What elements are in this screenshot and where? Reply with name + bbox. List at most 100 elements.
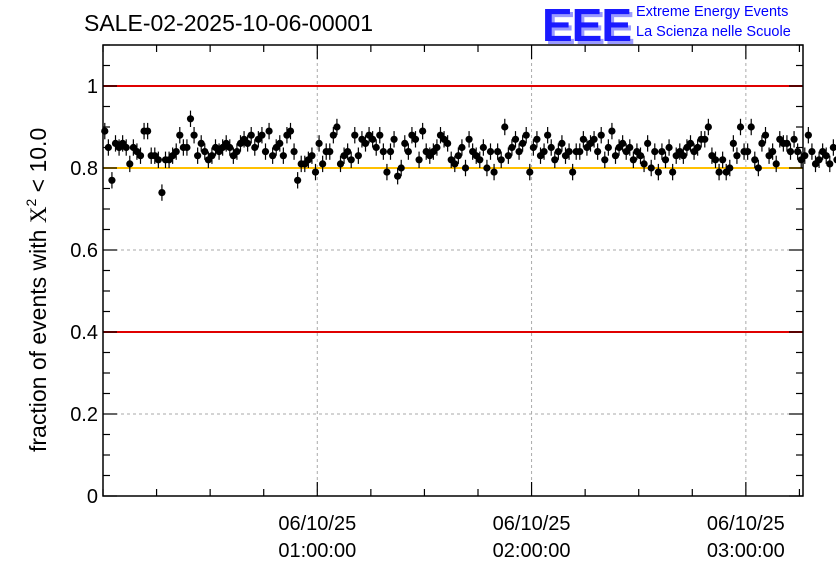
point-marker bbox=[504, 152, 512, 160]
data-point bbox=[758, 135, 766, 152]
point-marker bbox=[761, 131, 770, 139]
data-point bbox=[126, 155, 134, 173]
point-marker bbox=[386, 148, 395, 156]
point-marker bbox=[719, 156, 727, 164]
point-marker bbox=[597, 131, 605, 139]
point-marker bbox=[194, 152, 202, 160]
x-tick-label-time: 01:00:00 bbox=[278, 540, 356, 562]
data-point bbox=[415, 151, 423, 168]
data-point bbox=[308, 147, 316, 164]
point-marker bbox=[751, 156, 759, 164]
point-marker bbox=[261, 148, 270, 156]
point-marker bbox=[276, 139, 284, 147]
point-marker bbox=[326, 148, 334, 156]
data-point bbox=[544, 127, 552, 144]
data-point bbox=[619, 135, 627, 152]
point-marker bbox=[619, 139, 627, 147]
data-point bbox=[458, 139, 466, 156]
y-tick-label: 1 bbox=[87, 76, 98, 98]
point-marker bbox=[647, 164, 655, 172]
data-point bbox=[497, 151, 505, 168]
data-point bbox=[394, 168, 402, 185]
data-point bbox=[783, 135, 791, 152]
point-marker bbox=[369, 135, 377, 143]
data-point bbox=[158, 184, 166, 201]
data-point bbox=[501, 118, 509, 136]
data-point bbox=[122, 139, 130, 156]
data-point bbox=[258, 127, 266, 144]
point-marker bbox=[126, 160, 134, 168]
point-marker bbox=[679, 152, 687, 160]
data-point bbox=[265, 122, 273, 140]
point-marker bbox=[790, 135, 798, 143]
point-marker bbox=[401, 139, 409, 147]
point-marker bbox=[172, 148, 180, 156]
point-marker bbox=[136, 152, 145, 160]
data-point bbox=[554, 143, 562, 160]
point-marker bbox=[183, 143, 191, 152]
point-marker bbox=[265, 127, 273, 135]
data-point bbox=[526, 163, 534, 181]
point-marker bbox=[490, 168, 498, 176]
point-marker bbox=[444, 139, 452, 147]
data-point bbox=[686, 135, 695, 152]
point-marker bbox=[526, 168, 534, 176]
data-point bbox=[201, 143, 209, 160]
data-point bbox=[579, 131, 587, 148]
data-point bbox=[786, 143, 795, 160]
point-marker bbox=[569, 168, 577, 176]
data-point bbox=[454, 147, 462, 164]
point-marker bbox=[379, 148, 387, 156]
data-point bbox=[336, 155, 345, 173]
point-marker bbox=[494, 148, 502, 156]
data-point bbox=[504, 147, 512, 164]
data-point bbox=[465, 131, 473, 148]
point-marker bbox=[611, 152, 620, 160]
y-tick-labels: 0 0.2 0.4 0.6 0.8 1 bbox=[70, 76, 98, 508]
data-point bbox=[172, 143, 180, 160]
data-point bbox=[351, 127, 359, 144]
data-point bbox=[701, 131, 709, 148]
point-marker bbox=[247, 131, 255, 139]
data-point bbox=[194, 147, 202, 164]
data-point bbox=[794, 143, 802, 160]
data-point bbox=[326, 143, 334, 160]
eee-logo: EEE Extreme Energy Events La Scienza nel… bbox=[542, 0, 832, 51]
grid bbox=[103, 45, 803, 496]
point-marker bbox=[604, 143, 612, 152]
data-point bbox=[608, 122, 616, 140]
point-marker bbox=[547, 143, 555, 152]
data-point bbox=[669, 163, 677, 181]
data-point bbox=[136, 147, 145, 164]
data-point bbox=[247, 127, 255, 144]
point-marker bbox=[497, 156, 505, 164]
data-point bbox=[654, 163, 662, 181]
point-marker bbox=[736, 123, 745, 131]
point-marker bbox=[404, 148, 412, 156]
point-marker bbox=[361, 139, 370, 147]
point-marker bbox=[822, 152, 830, 160]
point-marker bbox=[686, 139, 695, 147]
data-point bbox=[629, 151, 637, 168]
point-marker bbox=[715, 168, 723, 176]
point-marker bbox=[661, 156, 670, 164]
data-point bbox=[390, 131, 398, 148]
point-marker bbox=[794, 148, 802, 156]
data-point bbox=[404, 143, 412, 160]
data-point bbox=[333, 118, 341, 136]
data-point bbox=[808, 143, 816, 160]
point-marker bbox=[344, 148, 352, 156]
point-marker bbox=[829, 143, 836, 152]
data-point bbox=[461, 159, 470, 177]
point-marker bbox=[669, 168, 677, 176]
data-point bbox=[822, 147, 830, 164]
point-marker bbox=[415, 156, 423, 164]
data-point bbox=[354, 147, 362, 164]
point-marker bbox=[551, 156, 559, 164]
point-marker bbox=[565, 148, 573, 156]
data-point bbox=[833, 156, 836, 164]
data-point bbox=[597, 127, 605, 144]
data-point bbox=[826, 155, 834, 173]
point-marker bbox=[772, 160, 780, 168]
data-point bbox=[411, 131, 420, 148]
